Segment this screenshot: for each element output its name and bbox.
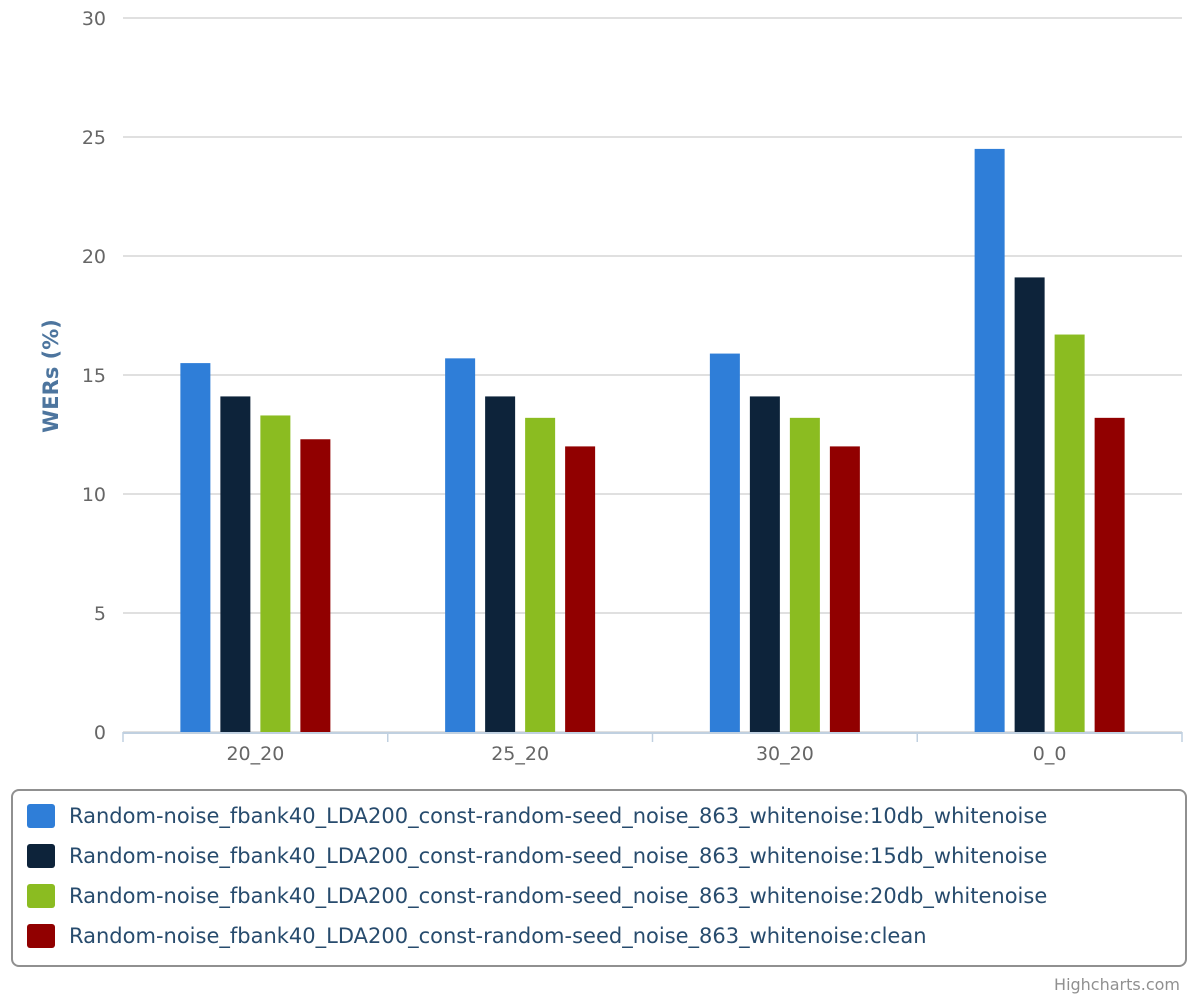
y-axis-title: WERs (%) (39, 319, 63, 433)
bar-20_20-series-1[interactable] (180, 363, 211, 732)
bar-0_0-series-2[interactable] (1014, 277, 1045, 732)
bar-25_20-series-1[interactable] (445, 358, 476, 732)
y-tick-label: 15 (82, 365, 106, 387)
bar-20_20-series-4[interactable] (300, 439, 331, 732)
bar-30_20-series-3[interactable] (789, 417, 820, 732)
bar-25_20-series-3[interactable] (525, 417, 556, 732)
x-axis-ticks: 20_20 25_20 30_20 0_0 (226, 743, 1066, 765)
credits-link[interactable]: Highcharts.com (1054, 975, 1180, 994)
legend-item[interactable]: Random-noise_fbank40_LDA200_const-random… (27, 919, 927, 953)
legend-swatch (27, 804, 55, 828)
grid-lines (123, 17, 1182, 733)
bar-30_20-series-1[interactable] (709, 353, 740, 732)
x-tick-label: 25_20 (491, 743, 549, 765)
legend-swatch (27, 924, 55, 948)
y-tick-label: 25 (82, 127, 106, 149)
bar-0_0-series-4[interactable] (1094, 417, 1125, 732)
legend-label: Random-noise_fbank40_LDA200_const-random… (69, 844, 1048, 868)
bar-25_20-series-2[interactable] (485, 396, 516, 732)
bars (180, 148, 1125, 732)
bar-20_20-series-2[interactable] (220, 396, 251, 732)
legend-label: Random-noise_fbank40_LDA200_const-random… (69, 804, 1048, 828)
bar-30_20-series-4[interactable] (829, 446, 860, 732)
y-tick-label: 30 (82, 8, 106, 30)
y-axis-ticks: 0 5 10 15 20 25 30 (82, 8, 106, 744)
y-tick-label: 20 (82, 246, 106, 268)
y-tick-label: 5 (94, 603, 106, 625)
bar-30_20-series-2[interactable] (749, 396, 780, 732)
legend-swatch (27, 844, 55, 868)
chart-plot: 0 5 10 15 20 25 30 20_20 25_20 30_20 0_0 WERs (%) (39, 8, 1183, 765)
legend-label: Random-noise_fbank40_LDA200_const-random… (69, 924, 927, 948)
bar-20_20-series-3[interactable] (260, 415, 291, 732)
legend-item[interactable]: Random-noise_fbank40_LDA200_const-random… (27, 799, 1047, 833)
bar-0_0-series-1[interactable] (974, 148, 1005, 732)
legend-swatch (27, 884, 55, 908)
x-tick-label: 0_0 (1033, 743, 1067, 765)
x-tick-label: 30_20 (756, 743, 814, 765)
legend-item[interactable]: Random-noise_fbank40_LDA200_const-random… (27, 879, 1047, 913)
legend: Random-noise_fbank40_LDA200_const-random… (11, 789, 1187, 967)
bar-0_0-series-3[interactable] (1054, 334, 1085, 732)
y-tick-label: 0 (94, 722, 106, 744)
legend-label: Random-noise_fbank40_LDA200_const-random… (69, 884, 1048, 908)
y-tick-label: 10 (82, 484, 106, 506)
x-axis (122, 732, 1183, 742)
bar-25_20-series-4[interactable] (565, 446, 596, 732)
x-tick-label: 20_20 (226, 743, 284, 765)
legend-item[interactable]: Random-noise_fbank40_LDA200_const-random… (27, 839, 1047, 873)
